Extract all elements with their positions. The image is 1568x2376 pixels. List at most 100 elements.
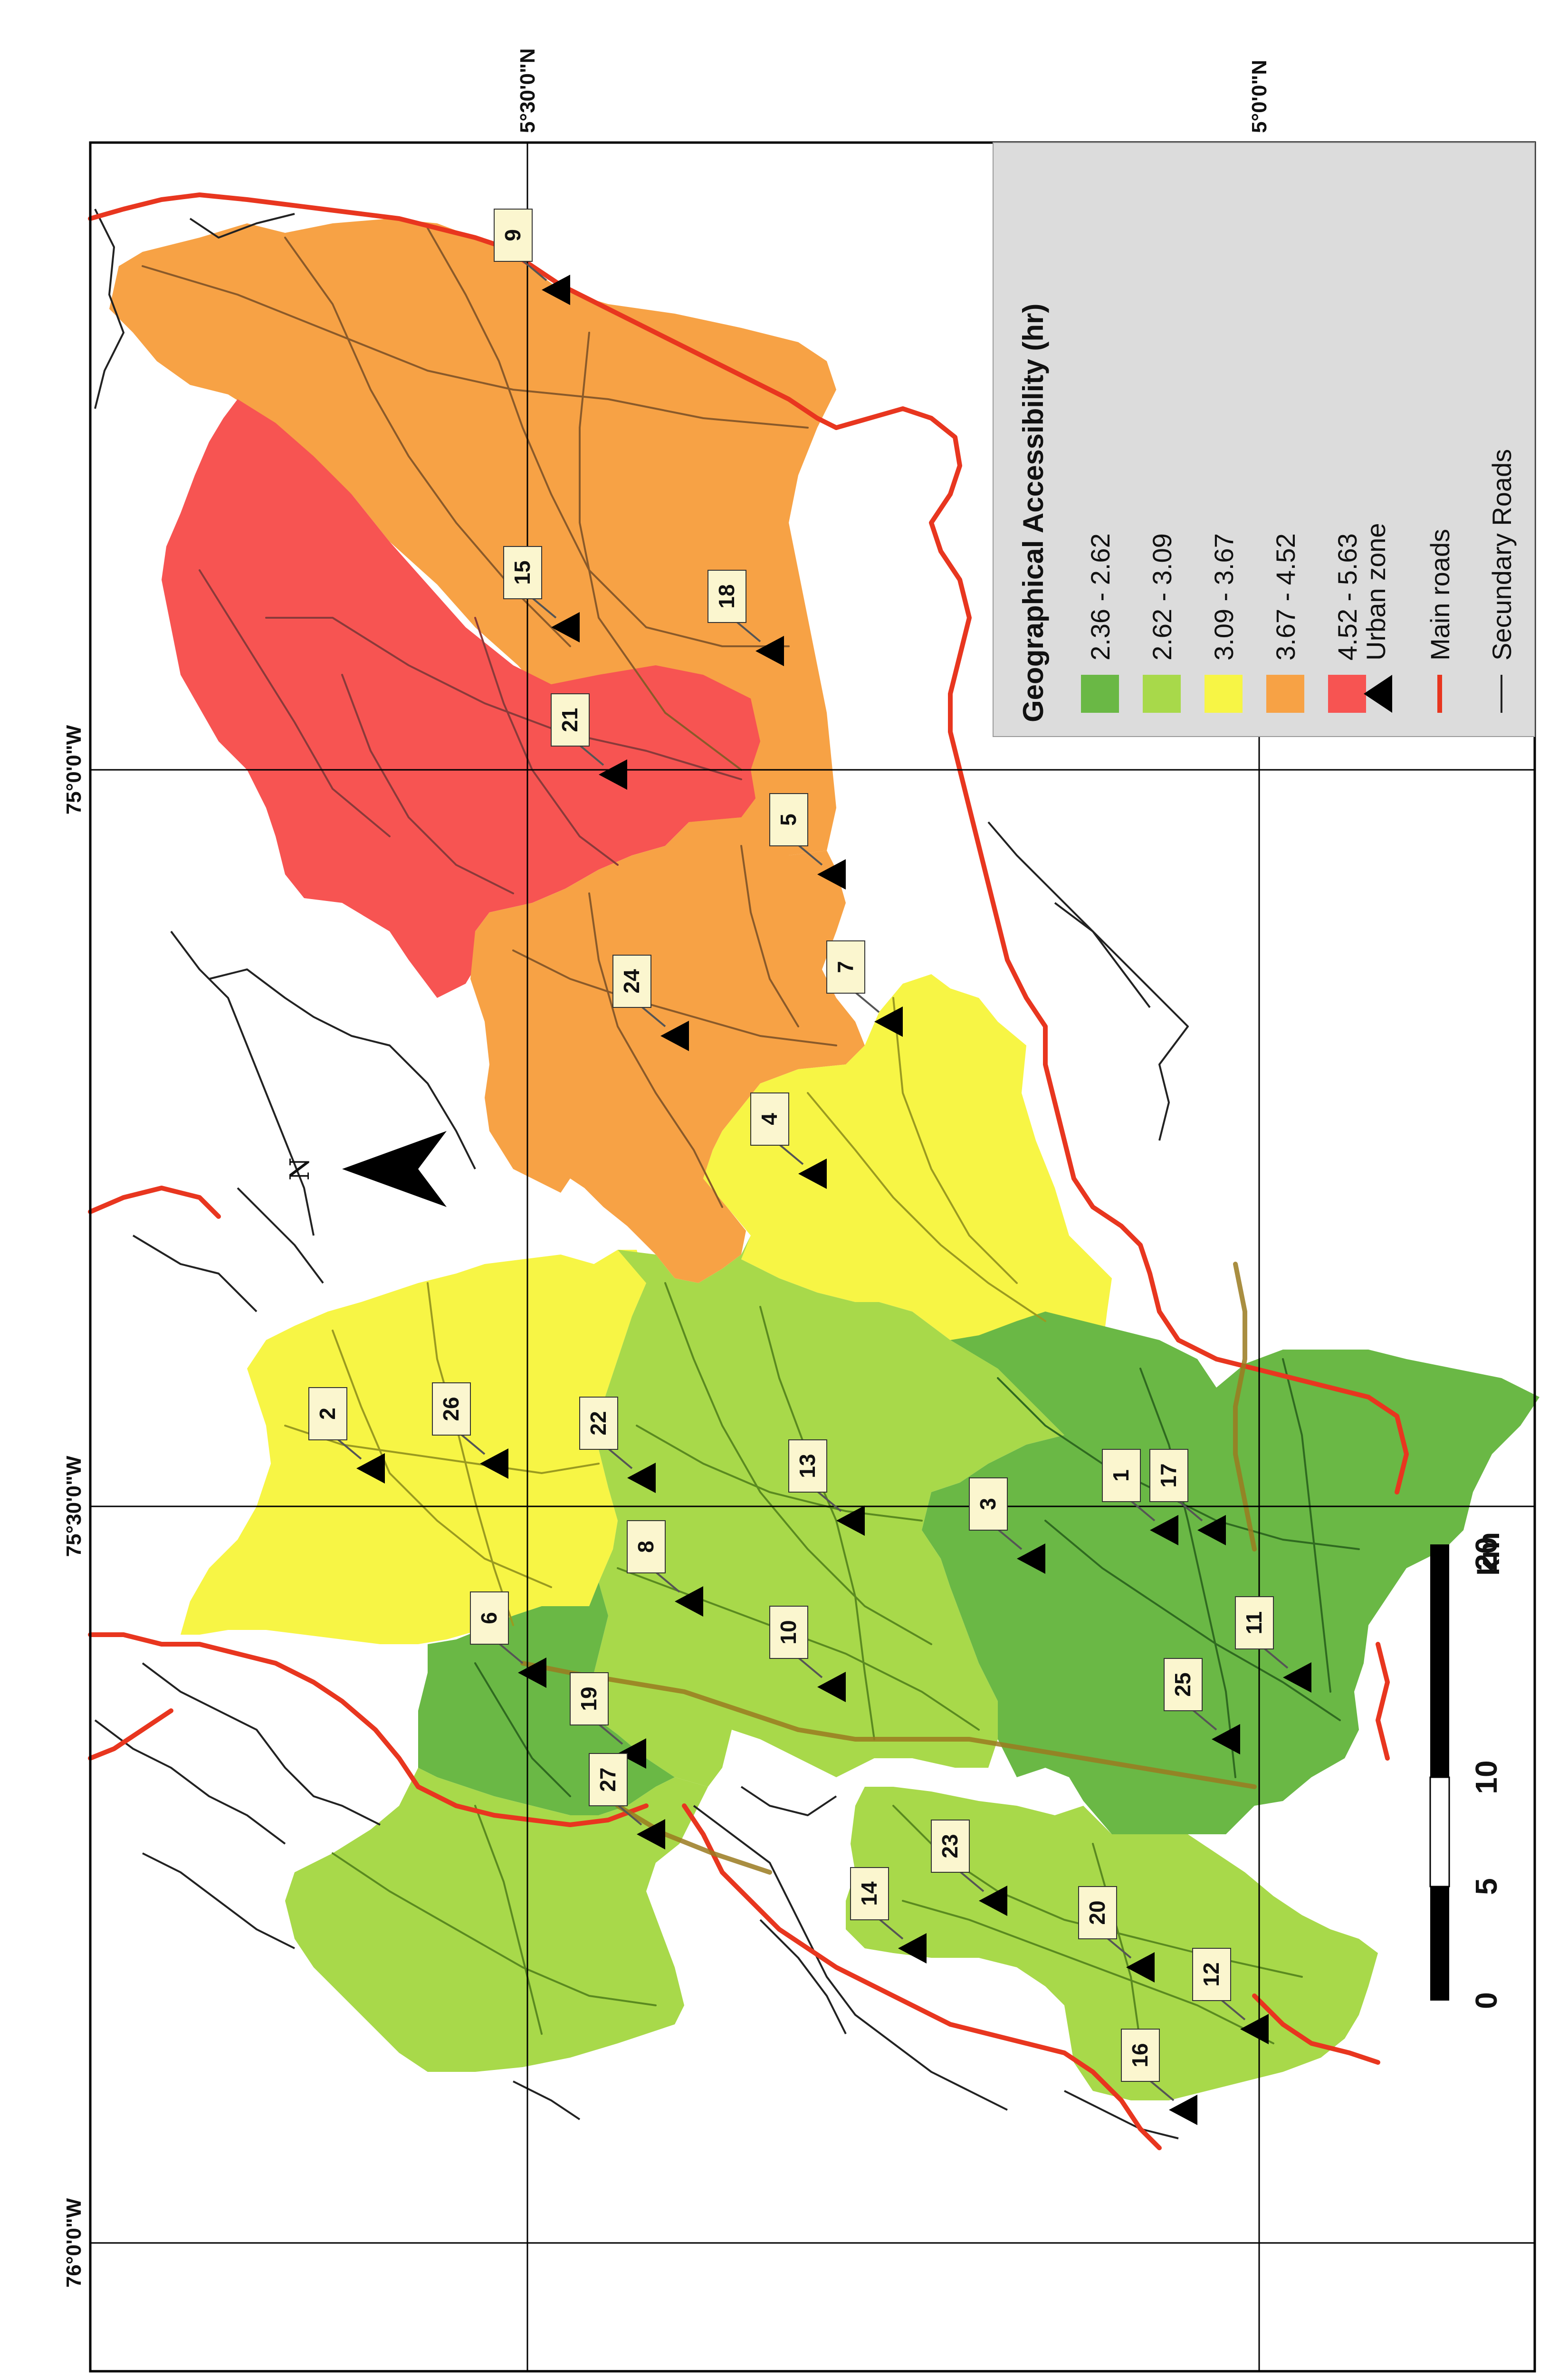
urban-zone-label: 9 — [500, 229, 525, 241]
urban-zone-label: 20 — [1085, 1900, 1109, 1925]
urban-zone-label-box — [826, 940, 865, 994]
legend-swatch-4 — [1266, 675, 1304, 713]
urban-zone-label-box — [308, 1387, 347, 1440]
legend-swatch-2 — [1143, 675, 1181, 713]
urban-zone-26: 26 — [432, 1382, 508, 1479]
urban-zone-label: 15 — [510, 560, 535, 584]
urban-zone-label-box — [579, 1397, 618, 1450]
urban-zone-label: 16 — [1128, 2043, 1152, 2067]
urban-zone-label-box — [1149, 1449, 1188, 1502]
legend-secondary-roads-label: Secundary Roads — [1487, 449, 1517, 661]
urban-zone-triangle-icon — [979, 1886, 1007, 1916]
urban-zone-14: 14 — [850, 1867, 927, 1964]
urban-zone-triangle-icon — [817, 859, 846, 890]
urban-zone-label: 6 — [477, 1612, 501, 1624]
urban-zone-triangle-icon — [551, 612, 580, 642]
main-road-southwest-2 — [88, 1708, 173, 1761]
urban-zone-triangle-icon — [660, 1021, 689, 1051]
region-lightgreen-center — [589, 1236, 1064, 1787]
grid-labels: 5°30'0"N 5°0'0"N 75°0'0"W 75°30'0"W 76°0… — [62, 48, 1271, 2288]
north-label: N — [285, 1158, 316, 1181]
urban-zone-triangle-icon — [836, 1505, 865, 1536]
urban-zone-triangle-icon — [637, 1819, 665, 1849]
scale-segment-5-10 — [1429, 1776, 1450, 1887]
legend-urban-zone-label: Urban zone — [1361, 523, 1391, 661]
urban-zone-25: 25 — [1164, 1658, 1240, 1754]
urban-zone-label-box — [769, 793, 808, 846]
urban-zone-27: 27 — [589, 1753, 665, 1849]
map-frame — [89, 141, 1536, 2373]
main-road-north — [88, 192, 839, 430]
legend-class-label-5: 4.52 - 5.63 — [1332, 533, 1362, 661]
scale-unit: km — [1472, 1532, 1506, 1576]
urban-zone-label-box — [1078, 1886, 1117, 1939]
urban-zone-triangle-icon — [675, 1586, 703, 1617]
legend-class-label-2: 2.62 - 3.09 — [1147, 533, 1177, 661]
urban-zone-21: 21 — [551, 693, 627, 790]
north-arrow: N — [285, 1131, 447, 1207]
urban-zone-13: 13 — [788, 1439, 865, 1536]
scale-tick-0: 0 — [1469, 1992, 1503, 2009]
lon-label-75-0: 75°0'0"W — [62, 725, 86, 814]
urban-zone-triangle-icon — [755, 636, 784, 666]
urban-zone-label: 26 — [439, 1397, 463, 1421]
lon-label-75-30: 75°30'0"W — [62, 1456, 86, 1557]
urban-zone-label: 21 — [557, 708, 582, 732]
urban-zone-triangle-icon — [518, 1657, 546, 1688]
urban-zone-label: 19 — [576, 1686, 601, 1711]
urban-zone-label: 1 — [1109, 1469, 1133, 1482]
region-yellow-west — [181, 1250, 646, 1644]
urban-zone-23: 23 — [931, 1820, 1007, 1916]
legend-class-label-1: 2.36 - 2.62 — [1085, 533, 1115, 661]
north-arrow-icon — [342, 1131, 447, 1207]
urban-zone-triangle-icon — [1197, 1515, 1226, 1545]
urban-zone-3: 3 — [969, 1477, 1045, 1574]
urban-zone-triangle-icon — [1017, 1543, 1045, 1574]
region-orange-south — [470, 817, 865, 1283]
main-road-east-2 — [1252, 1366, 1409, 1495]
urban-zone-5: 5 — [769, 793, 846, 890]
urban-zone-11: 11 — [1235, 1596, 1311, 1693]
outside-secondary-roads — [94, 209, 1189, 2139]
urban-zone-triangle-icon — [627, 1463, 656, 1493]
region-darkgreen-east — [922, 1312, 1539, 1834]
urban-zone-20: 20 — [1078, 1886, 1155, 1983]
urban-zone-18: 18 — [708, 570, 784, 666]
urban-zone-6: 6 — [470, 1591, 546, 1688]
urban-zone-label-box — [503, 546, 542, 599]
urban-zone-label-box — [1235, 1596, 1274, 1649]
urban-zone-label-box — [769, 1606, 808, 1659]
urban-zone-19: 19 — [570, 1672, 646, 1769]
urban-zone-label: 12 — [1199, 1962, 1224, 1986]
region-lightgreen-south — [846, 1787, 1378, 2100]
legend: Geographical Accessibility (hr) 2.36 - 2… — [993, 142, 1535, 737]
urban-zone-triangle-icon — [599, 759, 627, 790]
urban-zone-label-box — [931, 1820, 970, 1873]
secondary-roads-layer — [142, 227, 1360, 2044]
urban-zone-triangle-icon — [356, 1453, 385, 1484]
urban-zone-label-box — [750, 1092, 789, 1146]
main-road-south — [682, 1803, 1162, 2150]
scale-segment-0-5 — [1430, 1887, 1449, 2001]
urban-zone-triangle-icon — [817, 1672, 846, 1702]
urban-zone-label: 13 — [795, 1454, 820, 1478]
urban-zone-triangle-icon — [798, 1159, 827, 1189]
main-road-west — [88, 1186, 221, 1219]
legend-class-label-3: 3.09 - 3.67 — [1209, 533, 1239, 661]
scale-bar: km 0 5 10 20 — [1429, 1532, 1506, 2009]
urban-zone-label: 23 — [937, 1834, 962, 1858]
urban-zone-triangle-icon — [874, 1006, 903, 1037]
urban-zone-label-box — [612, 955, 651, 1008]
urban-zone-label-box — [551, 693, 590, 747]
urban-zone-triangle-icon — [1169, 2095, 1197, 2125]
urban-zone-label: 17 — [1156, 1463, 1181, 1487]
urban-zone-triangle-icon — [1150, 1515, 1178, 1545]
main-roads-layer — [88, 192, 1409, 2150]
urban-zone-label: 10 — [776, 1620, 801, 1644]
urban-zone-label: 27 — [595, 1767, 620, 1792]
scale-tick-10: 10 — [1469, 1760, 1503, 1794]
urban-zone-triangle-icon — [898, 1933, 927, 1964]
scale-tick-20: 20 — [1469, 1537, 1503, 1571]
lat-label-5-0: 5°0'0"N — [1248, 60, 1271, 133]
urban-zone-label-box — [589, 1753, 628, 1806]
